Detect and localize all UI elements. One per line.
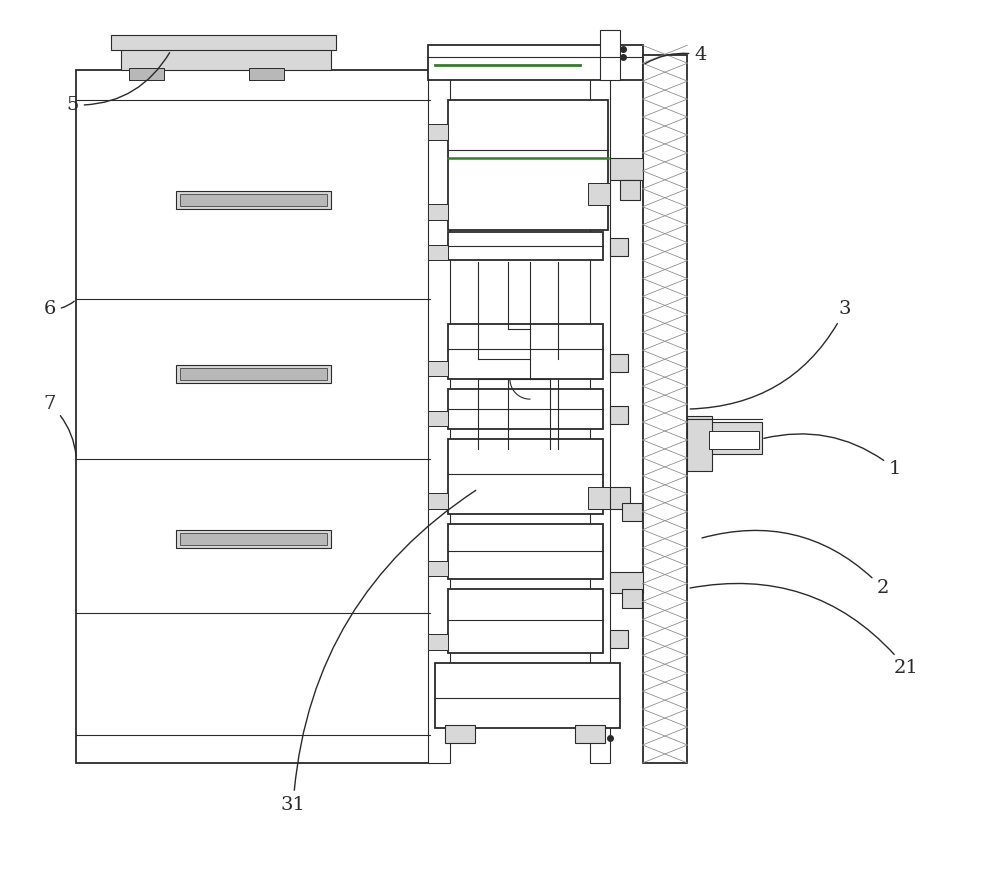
Bar	[111, 36, 336, 50]
Text: 7: 7	[43, 395, 76, 456]
Bar	[709, 431, 759, 449]
Bar	[448, 439, 603, 514]
Bar	[448, 524, 603, 579]
Bar	[448, 232, 603, 260]
Bar	[428, 561, 448, 575]
Text: 3: 3	[690, 301, 851, 409]
Text: 5: 5	[66, 53, 170, 114]
Bar	[610, 572, 643, 594]
Bar	[575, 725, 605, 743]
Bar	[610, 406, 628, 424]
Bar	[445, 725, 475, 743]
Bar	[687, 422, 762, 454]
Bar	[687, 416, 712, 471]
Bar	[610, 158, 643, 180]
Bar	[620, 180, 640, 200]
Bar	[428, 411, 448, 426]
Text: 4: 4	[645, 46, 707, 64]
Bar	[448, 100, 608, 229]
Bar	[180, 194, 327, 206]
Bar	[435, 663, 620, 728]
Bar	[428, 493, 448, 508]
Text: 31: 31	[281, 490, 476, 813]
Bar	[428, 70, 450, 763]
Bar	[600, 30, 620, 80]
Bar	[176, 191, 331, 209]
Bar	[428, 45, 643, 80]
Bar	[129, 68, 164, 80]
Bar	[610, 487, 630, 508]
Text: 6: 6	[43, 301, 74, 318]
Bar	[622, 588, 642, 608]
Bar	[428, 124, 448, 140]
Bar	[588, 182, 610, 205]
Text: 1: 1	[764, 434, 901, 478]
Bar	[610, 237, 628, 255]
Bar	[448, 588, 603, 653]
Bar	[180, 368, 327, 380]
Bar	[448, 389, 603, 429]
Bar	[76, 70, 430, 763]
Bar	[610, 630, 628, 648]
Bar	[610, 355, 628, 372]
Bar	[428, 634, 448, 650]
Text: 2: 2	[702, 530, 889, 598]
Bar	[249, 68, 284, 80]
Text: 21: 21	[690, 583, 918, 677]
Bar	[622, 503, 642, 521]
Bar	[428, 203, 448, 220]
Bar	[588, 487, 610, 508]
Bar	[428, 244, 448, 260]
Bar	[448, 324, 603, 379]
Bar	[176, 530, 331, 547]
Bar	[643, 56, 687, 763]
Bar	[176, 365, 331, 383]
Bar	[180, 533, 327, 545]
Bar	[590, 70, 610, 763]
Bar	[428, 362, 448, 376]
Bar	[121, 49, 331, 70]
